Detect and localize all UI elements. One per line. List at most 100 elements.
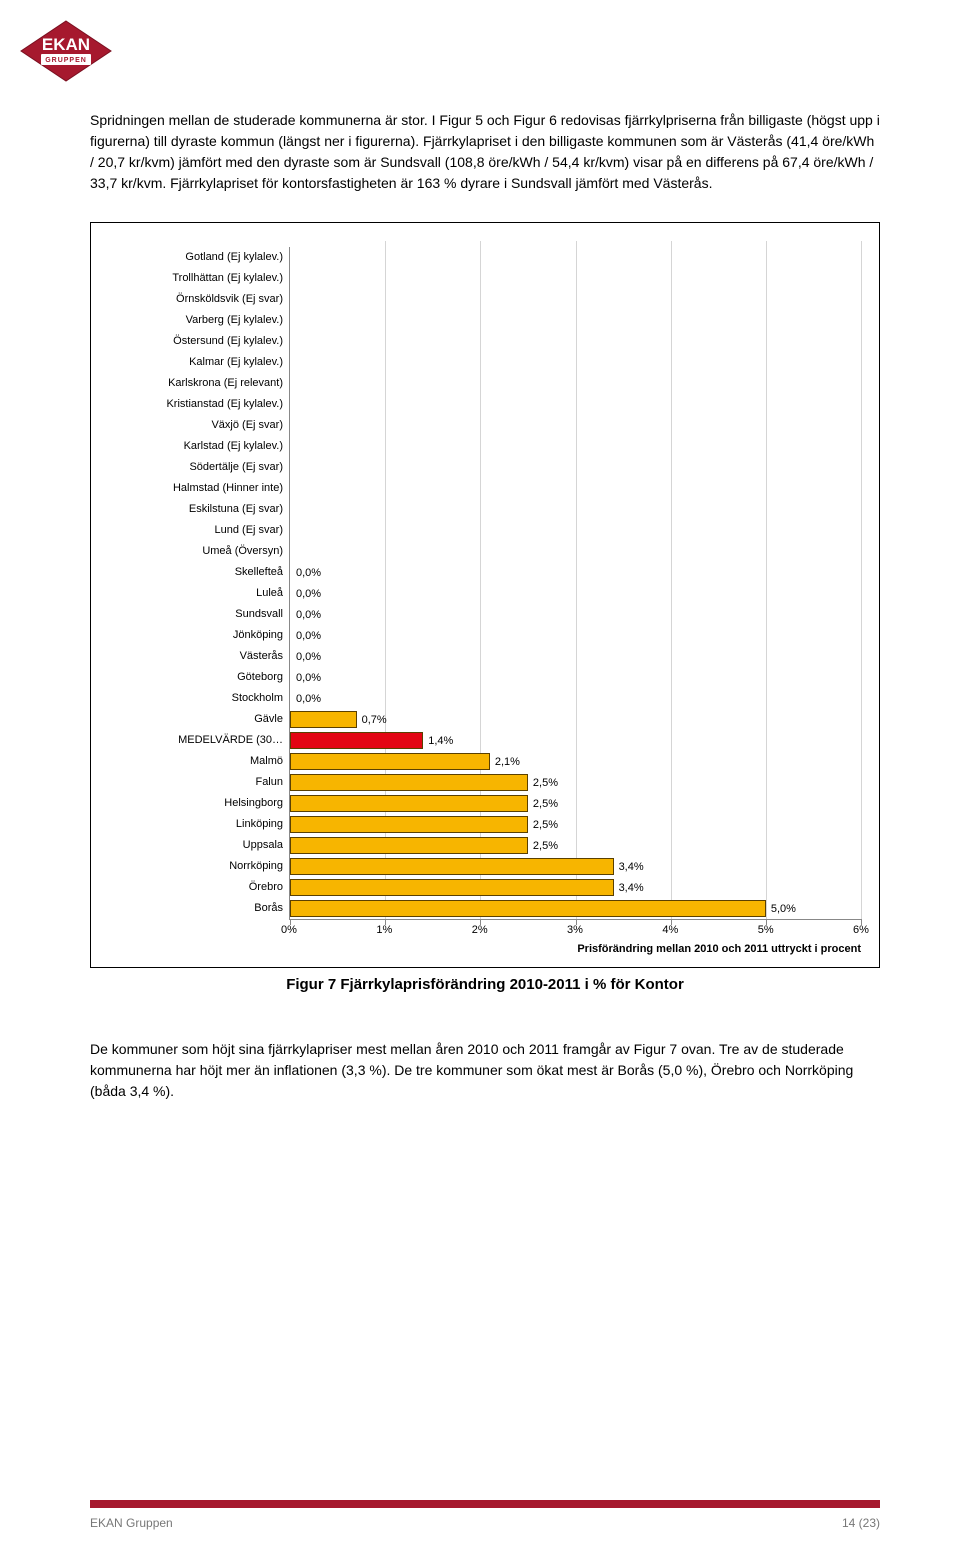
chart-x-tick-label: 1% xyxy=(376,924,392,936)
chart-row xyxy=(290,415,861,436)
chart-bar: 2,1% xyxy=(290,753,490,770)
chart-bar: 2,5% xyxy=(290,816,528,833)
chart-row: 2,5% xyxy=(290,814,861,835)
chart-row-label: Umeå (Översyn) xyxy=(109,541,289,562)
chart-row xyxy=(290,499,861,520)
chart-row: 0,0% xyxy=(290,646,861,667)
chart-row xyxy=(290,310,861,331)
chart-bar: 5,0% xyxy=(290,900,766,917)
chart-row-label: Lund (Ej svar) xyxy=(109,520,289,541)
chart-row-label: Örebro xyxy=(109,877,289,898)
chart-x-tick-label: 4% xyxy=(662,924,678,936)
chart-row: 2,1% xyxy=(290,751,861,772)
chart-row-label: Uppsala xyxy=(109,835,289,856)
chart-bar: 3,4% xyxy=(290,858,614,875)
chart-bar-value: 1,4% xyxy=(422,735,453,747)
chart-row: 0,7% xyxy=(290,709,861,730)
chart-row: 0,0% xyxy=(290,583,861,604)
chart-bar: 2,5% xyxy=(290,837,528,854)
chart-row: 3,4% xyxy=(290,856,861,877)
chart-row xyxy=(290,541,861,562)
chart-x-tick-label: 2% xyxy=(472,924,488,936)
chart-row-label: Stockholm xyxy=(109,688,289,709)
chart-row: 0,0% xyxy=(290,562,861,583)
chart-row xyxy=(290,436,861,457)
chart-x-axis: 0%1%2%3%4%5%6% xyxy=(289,924,861,940)
chart-row-label: Gotland (Ej kylalev.) xyxy=(109,247,289,268)
chart-row-label: Malmö xyxy=(109,751,289,772)
chart-bar-value: 3,4% xyxy=(613,861,644,873)
chart-row xyxy=(290,373,861,394)
chart-row xyxy=(290,331,861,352)
chart-bar: 3,4% xyxy=(290,879,614,896)
chart-row: 0,0% xyxy=(290,604,861,625)
chart-bar-value: 0,0% xyxy=(290,567,321,579)
logo: EKAN GRUPPEN xyxy=(16,16,116,91)
chart-row: 2,5% xyxy=(290,772,861,793)
chart-bar-value: 0,0% xyxy=(290,651,321,663)
chart-labels-column: Gotland (Ej kylalev.)Trollhättan (Ej kyl… xyxy=(109,247,289,919)
chart-row-label: Västerås xyxy=(109,646,289,667)
chart-bar: 2,5% xyxy=(290,795,528,812)
chart-row-label: Karlstad (Ej kylalev.) xyxy=(109,436,289,457)
chart-row xyxy=(290,457,861,478)
chart-row-label: Kristianstad (Ej kylalev.) xyxy=(109,394,289,415)
chart-row-label: Göteborg xyxy=(109,667,289,688)
chart-bar-value: 2,5% xyxy=(527,777,558,789)
chart-row-label: Karlskrona (Ej relevant) xyxy=(109,373,289,394)
chart-row-label: Örnsköldsvik (Ej svar) xyxy=(109,289,289,310)
footer-right: 14 (23) xyxy=(842,1516,880,1530)
chart-row-label: Luleå xyxy=(109,583,289,604)
chart-row: 3,4% xyxy=(290,877,861,898)
footer-left: EKAN Gruppen xyxy=(90,1516,173,1530)
chart-x-tick-label: 0% xyxy=(281,924,297,936)
chart-row: 2,5% xyxy=(290,835,861,856)
chart-x-tick-label: 6% xyxy=(853,924,869,936)
chart-bar-value: 0,0% xyxy=(290,588,321,600)
chart-bar-value: 2,5% xyxy=(527,819,558,831)
chart-row xyxy=(290,478,861,499)
chart-bar-value: 0,7% xyxy=(356,714,387,726)
chart-row: 0,0% xyxy=(290,688,861,709)
chart-row xyxy=(290,352,861,373)
logo-text-top: EKAN xyxy=(42,35,90,54)
chart-bar-value: 2,5% xyxy=(527,798,558,810)
figure-caption: Figur 7 Fjärrkylaprisförändring 2010-201… xyxy=(90,976,880,993)
chart-row-label: Kalmar (Ej kylalev.) xyxy=(109,352,289,373)
chart-row-label: Eskilstuna (Ej svar) xyxy=(109,499,289,520)
chart-container: Gotland (Ej kylalev.)Trollhättan (Ej kyl… xyxy=(90,222,880,968)
chart-row-label: Jönköping xyxy=(109,625,289,646)
chart-row-label: Halmstad (Hinner inte) xyxy=(109,478,289,499)
chart-bar-value: 0,0% xyxy=(290,672,321,684)
chart-row xyxy=(290,520,861,541)
chart-x-axis-caption: Prisförändring mellan 2010 och 2011 uttr… xyxy=(289,943,861,955)
chart-bar-value: 0,0% xyxy=(290,630,321,642)
chart-bar-value: 2,1% xyxy=(489,756,520,768)
chart-row-label: Gävle xyxy=(109,709,289,730)
chart-x-tick-label: 3% xyxy=(567,924,583,936)
chart-row-label: MEDELVÄRDE (30… xyxy=(109,730,289,751)
chart-plot-area: 0,0% 0,0% 0,0% 0,0% 0,0% 0,0% 0,0% 0,7% 1,4% 2,1%… xyxy=(289,247,861,920)
chart-row-label: Linköping xyxy=(109,814,289,835)
page-footer: EKAN Gruppen 14 (23) xyxy=(90,1500,880,1530)
chart-row-label: Växjö (Ej svar) xyxy=(109,415,289,436)
footer-bar xyxy=(90,1500,880,1508)
chart-row-label: Skellefteå xyxy=(109,562,289,583)
chart-bar-value: 2,5% xyxy=(527,840,558,852)
chart-row-label: Falun xyxy=(109,772,289,793)
chart-row-label: Södertälje (Ej svar) xyxy=(109,457,289,478)
chart-row: 0,0% xyxy=(290,667,861,688)
chart-bars-column: 0,0% 0,0% 0,0% 0,0% 0,0% 0,0% 0,0% 0,7% 1,4% 2,1%… xyxy=(289,247,861,955)
chart-x-tick-label: 5% xyxy=(758,924,774,936)
paragraph-2: De kommuner som höjt sina fjärrkylaprise… xyxy=(90,1039,880,1102)
chart-row-label: Helsingborg xyxy=(109,793,289,814)
paragraph-1: Spridningen mellan de studerade kommuner… xyxy=(90,110,880,194)
chart-row-label: Varberg (Ej kylalev.) xyxy=(109,310,289,331)
chart-row: 5,0% xyxy=(290,898,861,919)
chart-bar: 0,7% xyxy=(290,711,357,728)
chart-bar-value: 5,0% xyxy=(765,903,796,915)
chart-row xyxy=(290,247,861,268)
chart-bar: 1,4% xyxy=(290,732,423,749)
chart-bar-value: 3,4% xyxy=(613,882,644,894)
chart-row-label: Östersund (Ej kylalev.) xyxy=(109,331,289,352)
